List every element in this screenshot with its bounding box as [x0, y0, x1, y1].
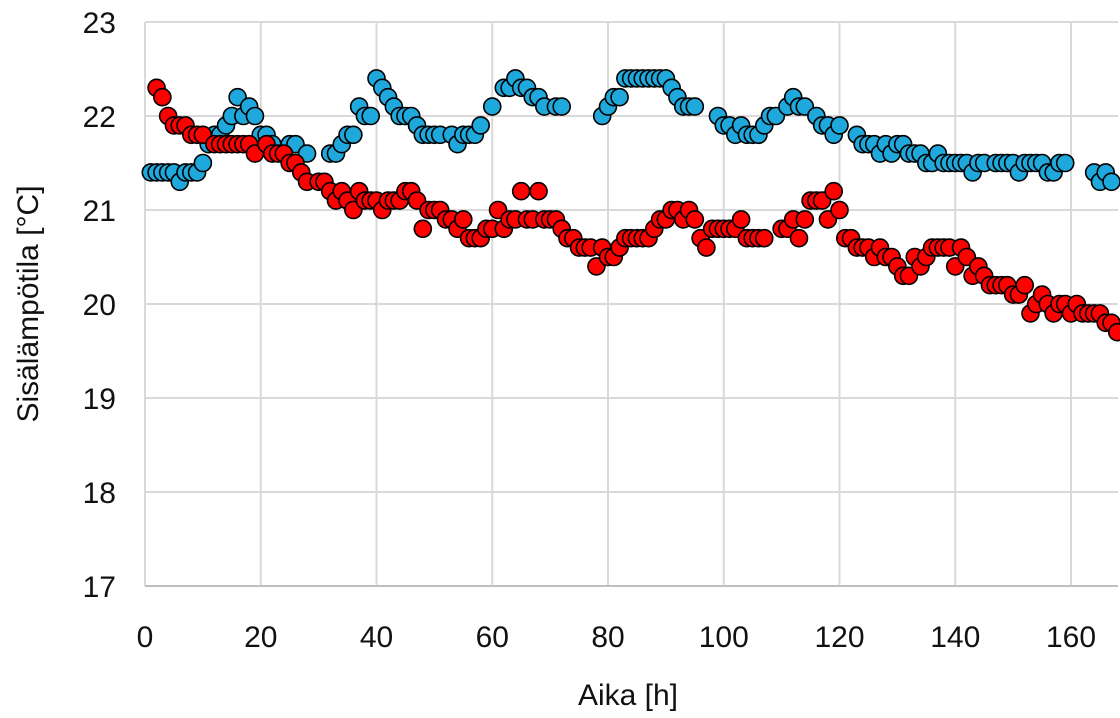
series-1	[141, 69, 1120, 192]
data-point	[413, 219, 433, 239]
data-point	[697, 238, 716, 257]
x-tick-label: 140	[930, 621, 980, 654]
data-point	[482, 97, 502, 116]
data-point	[830, 116, 849, 135]
data-point	[830, 200, 849, 220]
y-tick-label: 18	[83, 477, 116, 510]
data-point	[731, 210, 751, 229]
y-tick-label: 23	[83, 7, 116, 40]
data-point	[754, 228, 774, 248]
y-tick-label: 20	[83, 289, 116, 322]
x-tick-label: 160	[1046, 621, 1096, 654]
series-2	[147, 78, 1120, 342]
x-tick-labels: 0 20 40 60 80 100 120 140 160	[137, 621, 1096, 654]
data-point	[454, 210, 473, 229]
y-tick-label: 19	[83, 383, 116, 416]
x-tick-label: 80	[591, 621, 624, 654]
x-tick-label: 100	[699, 621, 749, 654]
y-tick-labels: 17 18 19 20 21 22 23	[83, 7, 116, 604]
y-tick-label: 22	[83, 101, 116, 134]
x-tick-label: 0	[137, 621, 154, 654]
x-axis-title: Aika [h]	[578, 679, 678, 712]
data-series	[141, 69, 1120, 342]
data-point	[361, 106, 381, 126]
y-tick-label: 17	[83, 571, 116, 604]
x-tick-label: 20	[244, 621, 277, 654]
y-axis-title: Sisälämpötila [°C]	[12, 185, 45, 422]
data-point	[511, 181, 531, 201]
data-point	[1108, 322, 1120, 342]
data-point	[824, 181, 844, 201]
data-point	[1055, 153, 1075, 173]
grid	[144, 21, 1118, 586]
data-point	[471, 116, 490, 135]
data-point	[245, 106, 265, 126]
x-tick-label: 60	[476, 621, 509, 654]
data-point	[789, 228, 809, 248]
data-point	[685, 210, 705, 229]
x-tick-label: 40	[360, 621, 393, 654]
data-point	[685, 97, 705, 116]
data-point	[1015, 275, 1034, 295]
x-tick-label: 120	[814, 621, 864, 654]
data-point	[610, 87, 629, 107]
y-tick-label: 21	[83, 195, 116, 228]
data-point	[529, 181, 548, 201]
data-point	[795, 210, 815, 229]
data-point	[344, 125, 363, 145]
data-point	[552, 97, 572, 116]
data-point	[193, 153, 213, 173]
data-point	[153, 87, 172, 107]
data-point	[1102, 172, 1120, 192]
